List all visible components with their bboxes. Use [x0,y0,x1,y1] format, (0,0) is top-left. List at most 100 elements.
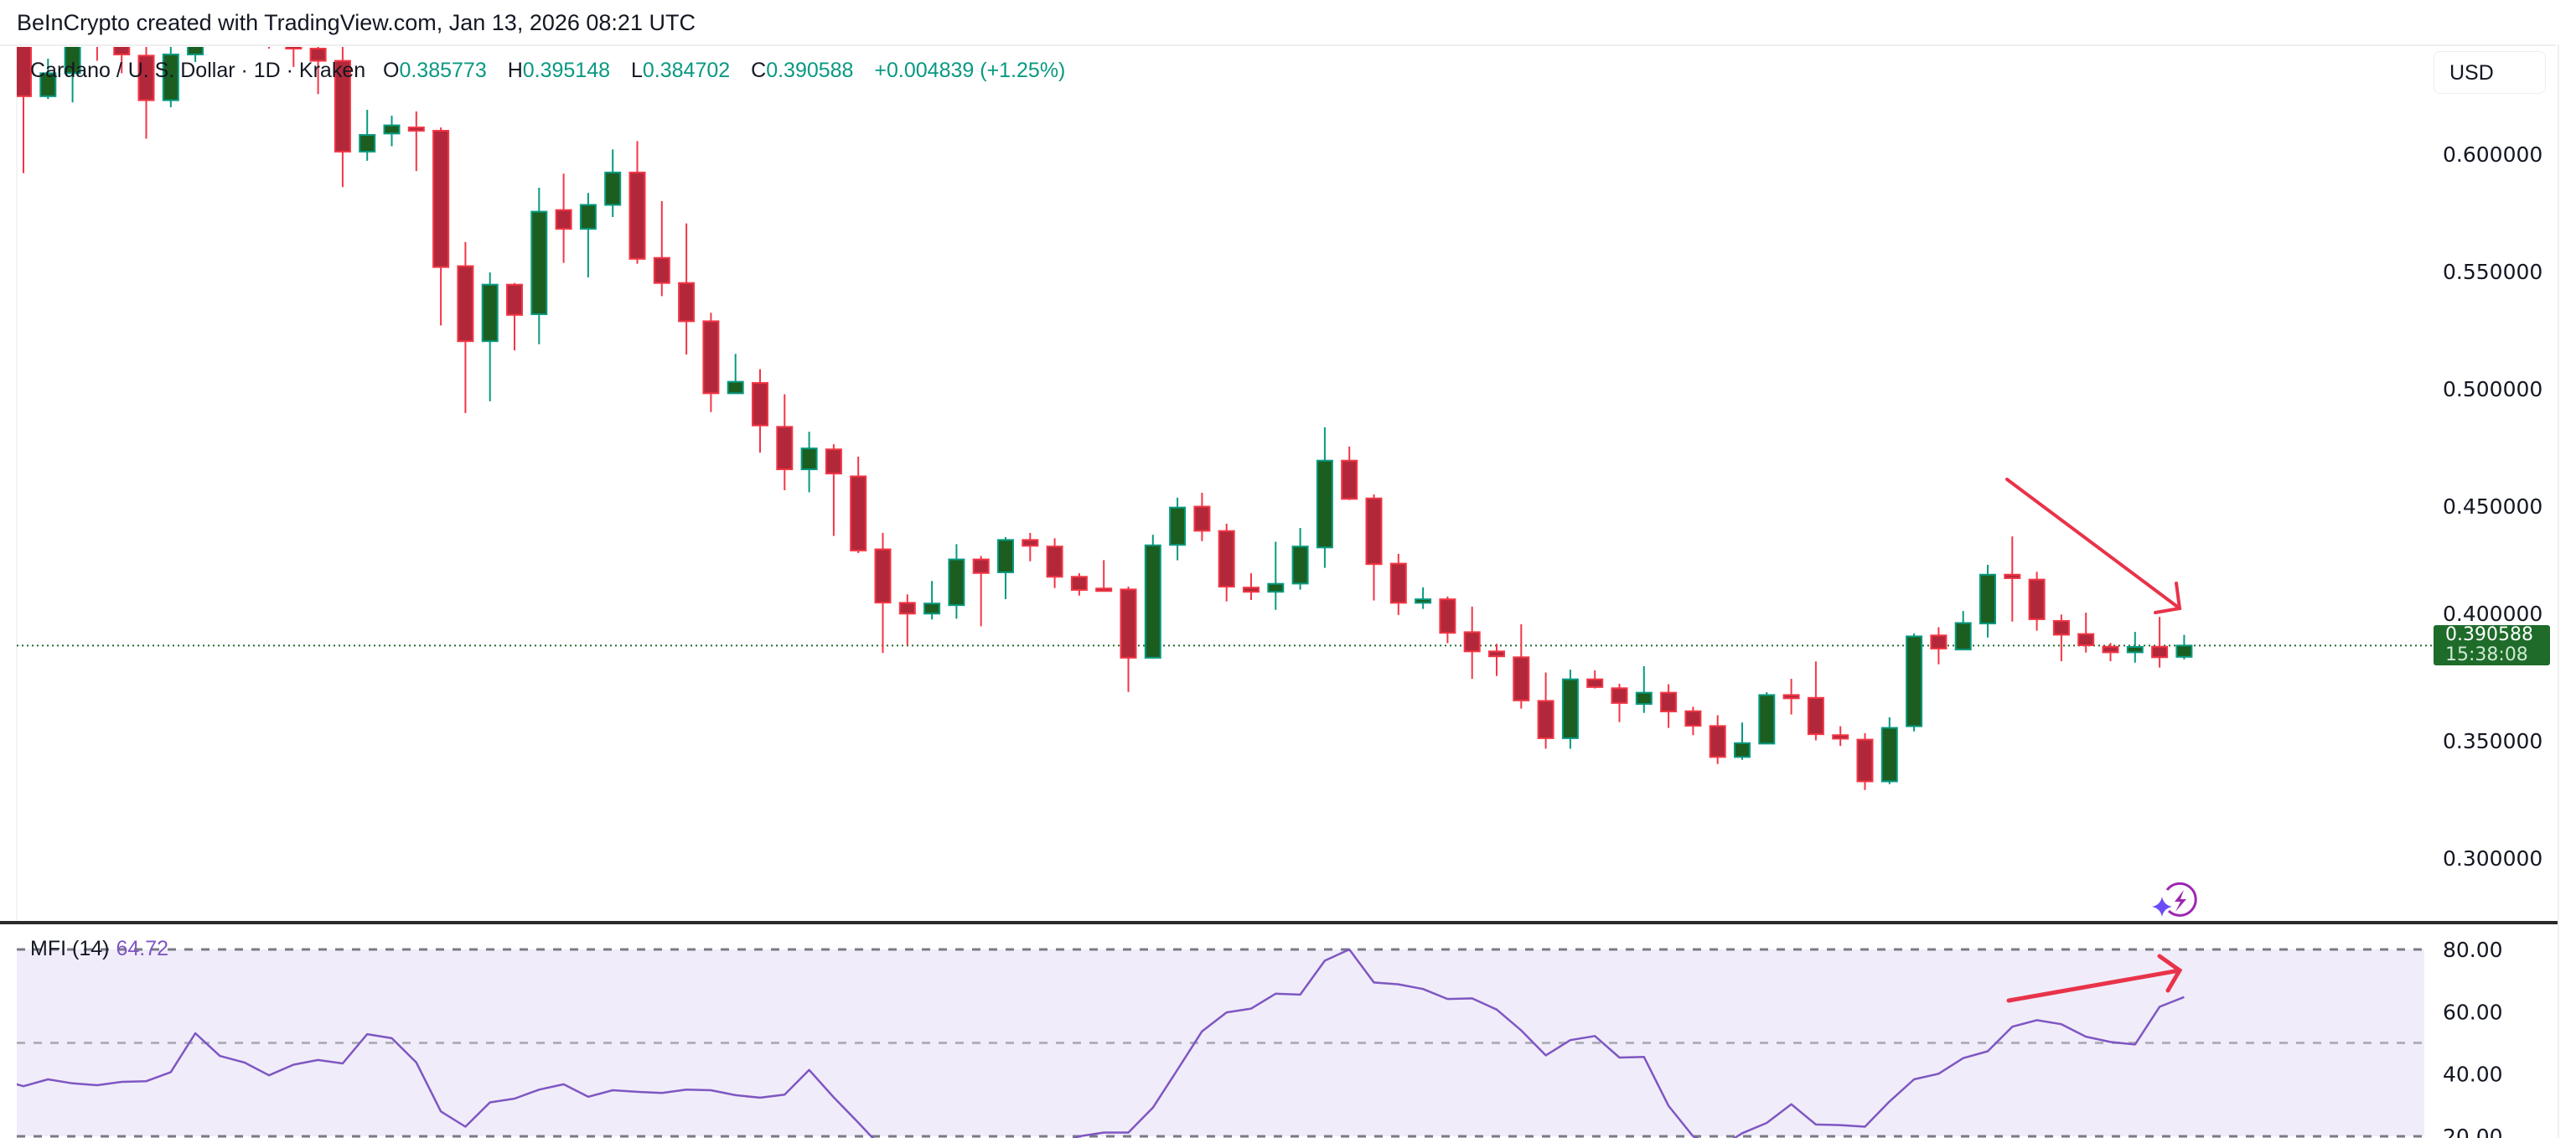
candle [898,594,916,646]
mfi-value: 64.72 [116,937,169,960]
candle [1365,494,1383,601]
mfi-legend: MFI (14) 64.72 [30,937,168,961]
candle-body [1832,734,1849,740]
price-tick-label: 0.300000 [2443,846,2542,871]
open-value: 0.385773 [399,59,487,82]
candle [1856,733,1874,790]
symbol-legend: Cardano / U. S. Dollar · 1D · Kraken O0.… [30,59,1080,83]
candle [261,8,277,49]
candle [752,369,768,453]
candle-body [113,47,131,55]
candle [727,354,744,395]
candle [1586,670,1604,689]
candle [2028,572,2046,631]
chart-attribution: BeInCrypto created with TradingView.com,… [17,10,696,35]
candle [800,432,818,493]
candle-body [285,47,303,49]
candle-body [1169,506,1187,546]
candle [653,201,670,297]
candle [162,47,179,107]
candle-body [1120,588,1137,659]
mfi-axis[interactable]: 80.00 60.00 40.00 20.00 [2443,938,2503,1138]
candle-body [237,8,252,32]
candle [1316,427,1333,568]
candle-body [1389,562,1407,604]
candle [2004,536,2021,622]
candle [530,188,548,344]
candle [457,241,474,413]
candle [825,444,842,536]
candle-body [752,382,768,427]
left-border [16,46,18,922]
low-value: 0.384702 [642,59,731,82]
candle-body [1046,546,1063,578]
candle-body [1586,678,1604,688]
candle [39,59,57,100]
candle [1291,528,1309,590]
candle-body [1243,587,1260,593]
candle-body [1095,587,1113,592]
right-border [2558,44,2559,1138]
mfi-label[interactable]: MFI (14) [30,937,110,960]
candle [604,149,622,218]
candle-body [1537,700,1554,739]
candle-body [407,127,425,132]
candle-body [1488,650,1505,658]
candle [1734,722,1751,760]
header-divider [0,44,2556,46]
candle-body [137,54,155,101]
candle-body [162,54,179,101]
candle [1144,535,1161,659]
candle-body [628,171,646,260]
candle-body [1979,573,1996,625]
candle-body [948,558,965,607]
symbol-title[interactable]: Cardano / U. S. Dollar · 1D · Kraken [30,59,366,82]
candle-body [1709,725,1726,758]
change-value: +0.004839 (+1.25%) [874,59,1066,82]
currency-button[interactable]: USD [2434,51,2546,94]
candle-body [776,426,794,471]
mfi-line [17,948,2185,1138]
candle [432,127,450,326]
candle-body [1439,598,1456,634]
candle-body [187,47,204,55]
candle-body [604,171,622,206]
candle-body [1316,459,1333,549]
candle [997,536,1014,599]
candle-body [432,130,450,268]
candle-body [261,8,277,34]
price-tick-label: 0.500000 [2443,377,2542,401]
candle-body [1267,582,1285,593]
candle [1906,634,1923,732]
candle-body [506,283,523,316]
price-tick-label: 0.450000 [2443,494,2542,519]
candle [506,282,523,351]
mfi-tick-label: 60.00 [2443,1000,2503,1024]
price-tick-label: 0.400000 [2443,602,2542,626]
price-axis[interactable]: 0.600000 0.550000 0.500000 0.450000 0.400000… [2443,142,2542,871]
candle [1463,606,1481,680]
candle [850,456,867,553]
candle [1243,573,1260,600]
close-value: 0.390588 [766,59,854,82]
candle-body [1856,738,1874,783]
candle [1660,684,1678,728]
high-label: H [507,59,523,82]
price-tick-label: 0.600000 [2443,142,2542,167]
candle [407,111,425,172]
candle-body [1954,622,1972,651]
candle [1046,538,1063,588]
mfi-tick-label: 40.00 [2443,1063,2503,1087]
candle [1169,497,1187,561]
candle-body [1734,742,1751,758]
candle [1561,670,1579,749]
candle [1979,565,1996,638]
candle-body [898,602,916,615]
lightning-circle-icon[interactable] [2165,882,2197,917]
candle-body [1341,459,1358,500]
candle [1709,715,1726,764]
candle [628,141,646,264]
price-tick-label: 0.350000 [2443,729,2542,753]
candle [1070,573,1088,596]
